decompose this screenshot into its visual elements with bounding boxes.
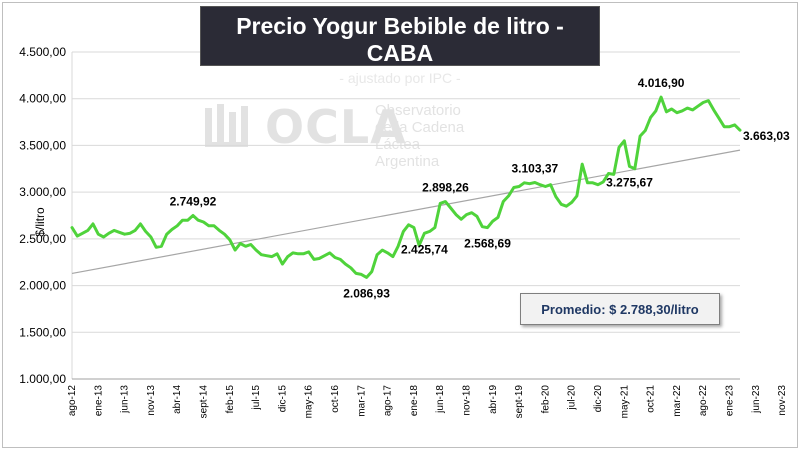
grid-lines (71, 51, 740, 380)
x-tick-label: oct-16 (330, 385, 341, 413)
data-label: 3.663,03 (743, 129, 790, 143)
watermark-line2: de la Cadena Láctea (375, 119, 465, 153)
y-axis-ticks: 1.000,00 1.500,00 2.000,00 2.500,00 3.000,00… (19, 45, 66, 386)
x-tick-label: feb-15 (225, 385, 236, 414)
y-tick-label: 2.000,00 (19, 279, 66, 293)
x-tick-label: may-21 (619, 385, 630, 419)
y-tick-label: 4.500,00 (19, 45, 66, 59)
x-tick-label: feb-20 (540, 385, 551, 414)
x-tick-label: ene-18 (409, 385, 420, 417)
average-text: Promedio: $ 2.788,30/litro (541, 301, 699, 317)
data-labels: 2.749,92 2.086,93 2.425,74 2.898,26 2.568,69… (170, 76, 790, 300)
x-tick-label: abr-14 (172, 385, 183, 414)
x-tick-label: nov-13 (146, 385, 157, 416)
y-tick-label: 4.000,00 (19, 92, 66, 106)
average-badge: Promedio: $ 2.788,30/litro (520, 293, 720, 325)
trend-line-group (71, 149, 741, 275)
x-tick-label: jul-15 (251, 385, 262, 411)
x-tick-label: oct-21 (646, 385, 657, 413)
x-tick-label: mar-17 (356, 385, 367, 417)
chart-title-box: Precio Yogur Bebible de litro - CABA - a… (200, 6, 600, 86)
series-line (70, 95, 742, 279)
x-tick-label: jun-18 (435, 385, 446, 414)
watermark-line3: Argentina (375, 153, 440, 170)
data-label: 2.568,69 (464, 237, 511, 251)
x-tick-label: ene-23 (724, 385, 735, 417)
data-label: 3.275,67 (606, 175, 653, 189)
x-tick-label: abr-19 (488, 385, 499, 414)
watermark-line1: Observatorio (375, 102, 461, 119)
data-label: 2.898,26 (422, 181, 469, 195)
y-tick-label: 3.500,00 (19, 138, 66, 152)
x-tick-label: sept-19 (514, 385, 525, 419)
watermark-subtitle: Observatorio de la Cadena Láctea Argenti… (375, 102, 483, 170)
y-tick-label: 1.000,00 (19, 372, 66, 386)
data-label: 3.103,37 (512, 161, 559, 175)
data-label: 2.086,93 (343, 286, 390, 300)
x-tick-label: may-16 (304, 385, 315, 419)
x-tick-label: mar-22 (672, 385, 683, 417)
x-tick-label: dic-15 (277, 385, 288, 413)
x-tick-label: jun-23 (751, 385, 762, 414)
x-tick-label: nov-18 (461, 385, 472, 416)
data-label: 2.425,74 (401, 242, 448, 256)
y-axis-label: $/litro (33, 207, 47, 237)
x-tick-label: nov-23 (777, 385, 788, 416)
x-tick-label: ago-22 (698, 385, 709, 417)
x-tick-label: ago-17 (383, 385, 394, 417)
y-tick-label: 3.000,00 (19, 185, 66, 199)
data-label: 2.749,92 (170, 195, 217, 209)
ocla-logo-icon (205, 104, 248, 147)
x-axis-ticks: ago-12 ene-13 jun-13 nov-13 abr-14 sept-14 feb… (67, 385, 788, 419)
chart-title: Precio Yogur Bebible de litro - CABA (236, 13, 564, 66)
x-tick-label: ago-12 (67, 385, 78, 417)
x-tick-label: ene-13 (93, 385, 104, 417)
x-tick-label: sept-14 (198, 385, 209, 419)
chart-subtitle: - ajustado por IPC - (339, 70, 461, 86)
trend-line (71, 149, 741, 275)
y-tick-label: 1.500,00 (19, 325, 66, 339)
x-tick-label: jul-20 (567, 385, 578, 411)
x-tick-label: jun-13 (120, 385, 131, 414)
data-label: 4.016,90 (638, 76, 685, 90)
series-group (70, 95, 742, 279)
y-tick-label: 2.500,00 (19, 232, 66, 246)
x-tick-label: dic-20 (593, 385, 604, 413)
